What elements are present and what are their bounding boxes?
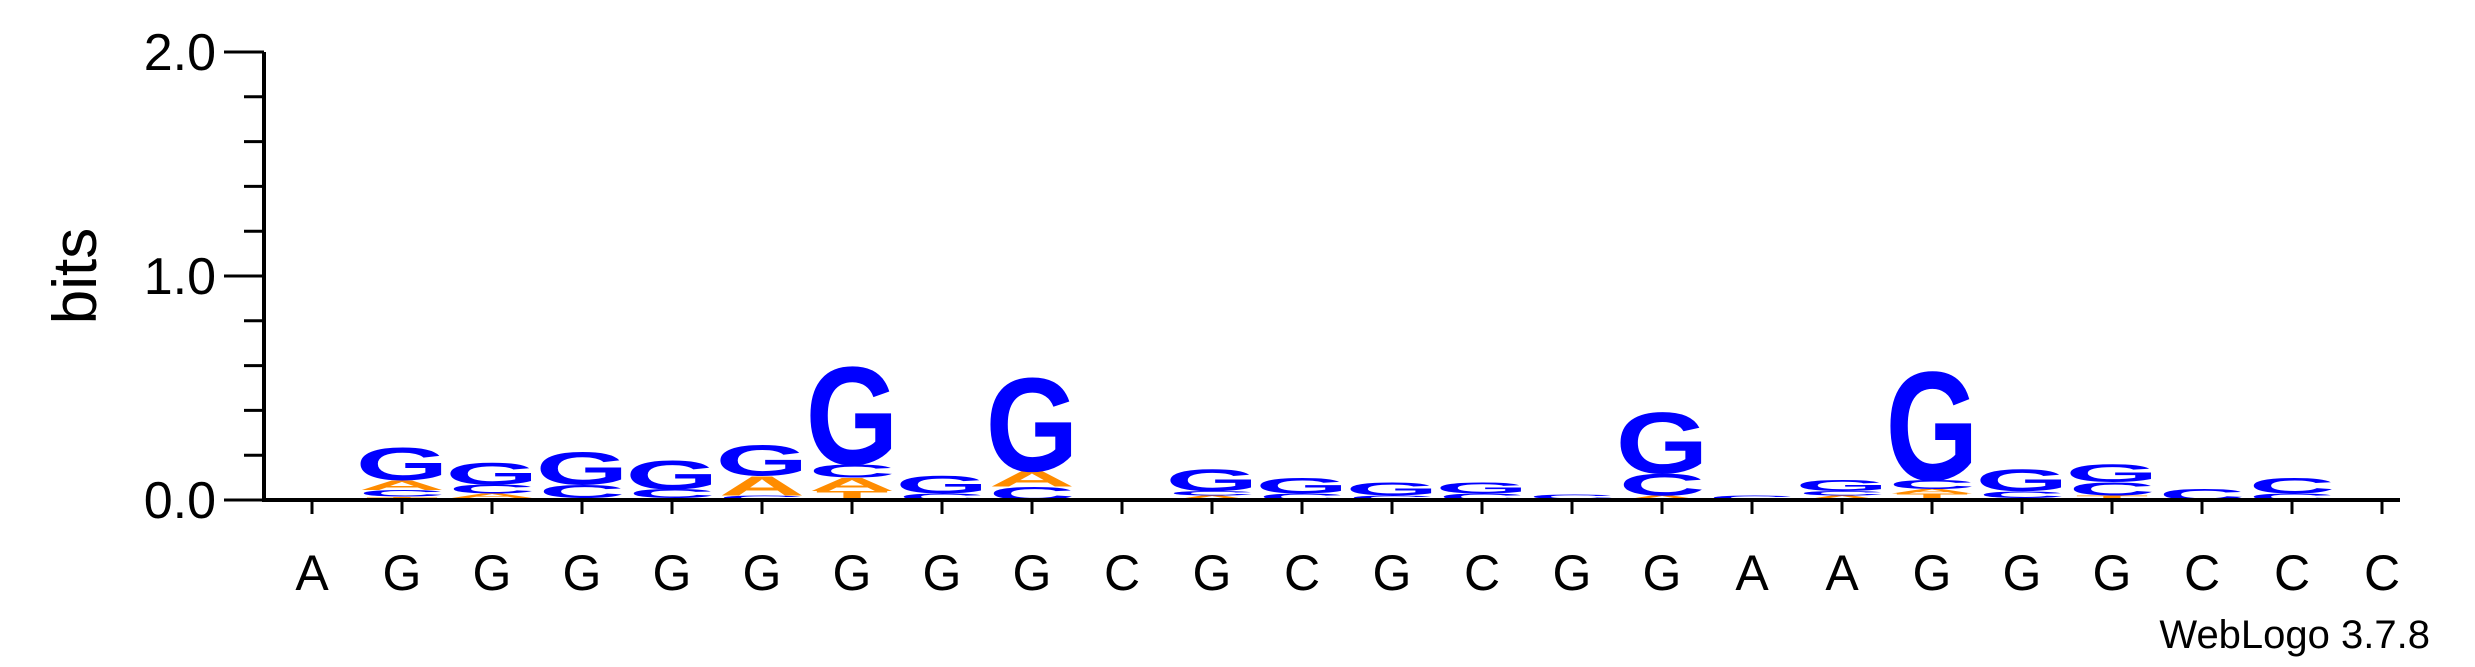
x-tick-label: C (1104, 545, 1140, 601)
logo-letter-G: G (1796, 477, 1889, 494)
logo-letter-C: C (1889, 478, 1975, 492)
logo-letter-C: C (2069, 479, 2155, 500)
logo-letter-A: A (809, 474, 895, 495)
logo-letter-A: A (449, 492, 535, 499)
x-tick-label: G (2093, 545, 2132, 601)
logo-letter-C: C (1709, 494, 1795, 501)
logo-letter-C: C (539, 481, 625, 502)
y-ticks: 0.0 1.0 2.0 (144, 24, 264, 530)
logo-letter-C: C (1619, 468, 1705, 503)
logo-letter-G: G (536, 443, 629, 495)
axes (262, 52, 2400, 502)
logo-letter-A: A (719, 470, 805, 501)
x-tick-label: A (1825, 545, 1859, 601)
logo-letter-G: G (1436, 479, 1529, 496)
logo-letter-A: A (989, 467, 1075, 491)
logo-letter-A: A (1619, 494, 1705, 501)
logo-letter-C: C (1529, 493, 1615, 500)
x-tick-label: G (1373, 545, 1412, 601)
logo-letter-G: G (716, 437, 809, 485)
logo-letter-C: C (1349, 494, 1435, 501)
logo-letter-G: G (1886, 340, 1979, 514)
x-tick-label: A (295, 545, 329, 601)
x-tick-label: C (2184, 545, 2220, 601)
logo-letter-A: A (359, 477, 445, 493)
logo-letter-C: C (2249, 474, 2335, 498)
x-tick-label: G (1013, 545, 1052, 601)
letter-stacks: TCAGTACGACGTCGCAGTACGCGCAGACGCGCGCGTCACG… (356, 337, 2336, 513)
x-tick-label: G (473, 545, 512, 601)
x-tick-label: G (1193, 545, 1232, 601)
logo-letter-C: C (2249, 492, 2335, 502)
logo-letter-C: C (1259, 492, 1345, 502)
weblogo-credit: WebLogo 3.7.8 (2159, 613, 2430, 657)
logo-letter-T: T (2076, 494, 2149, 501)
x-tick-label: G (563, 545, 602, 601)
y-tick-label: 0.0 (144, 472, 216, 530)
logo-letter-G: G (896, 471, 989, 499)
logo-letter-G: G (806, 337, 899, 494)
logo-letter-A: A (1799, 494, 1885, 501)
logo-letter-A: A (1889, 488, 1975, 495)
logo-letter-G: G (2066, 460, 2159, 488)
x-tick-label: G (653, 545, 692, 601)
logo-letter-G: G (1256, 474, 1349, 498)
logo-letter-G: G (1346, 479, 1439, 500)
logo-letter-G: G (1616, 395, 1709, 492)
logo-letter-C: C (449, 482, 535, 496)
logo-letter-C: C (1439, 492, 1525, 502)
logo-letter-C: C (629, 486, 715, 500)
logo-letter-G: G (356, 438, 449, 490)
logo-letter-G: G (446, 457, 539, 492)
logo-letter-T: T (1896, 492, 1969, 502)
x-tick-label: G (1553, 545, 1592, 601)
logo-letter-C: C (1169, 490, 1255, 497)
logo-letter-G: G (1166, 463, 1259, 498)
logo-letter-C: C (809, 461, 895, 482)
x-tick-label: C (1284, 545, 1320, 601)
logo-letter-A: A (1169, 494, 1255, 501)
x-tick-label: G (1643, 545, 1682, 601)
x-tick-label: G (743, 545, 782, 601)
logo-letter-C: C (719, 494, 805, 501)
x-tick-label: C (2274, 545, 2310, 601)
x-tick-label: G (2003, 545, 2042, 601)
logo-letter-C: C (899, 492, 985, 502)
logo-letter-C: C (1979, 489, 2065, 499)
logo-letter-G: G (986, 350, 1079, 500)
y-tick-label: 2.0 (144, 24, 216, 82)
x-tick-label: G (833, 545, 872, 601)
logo-letter-C: C (1799, 490, 1885, 497)
x-tick-label: G (1913, 545, 1952, 601)
x-tick-label: C (2364, 545, 2400, 601)
x-tick-label: C (1464, 545, 1500, 601)
x-tick-label: G (383, 545, 422, 601)
logo-letter-C: C (359, 488, 445, 498)
logo-letter-G: G (1976, 463, 2069, 498)
logo-letter-G: G (626, 452, 719, 497)
x-tick-label: A (1735, 545, 1769, 601)
y-tick-label: 1.0 (144, 248, 216, 306)
x-tick-label: G (923, 545, 962, 601)
y-axis-label: bits (41, 228, 110, 324)
